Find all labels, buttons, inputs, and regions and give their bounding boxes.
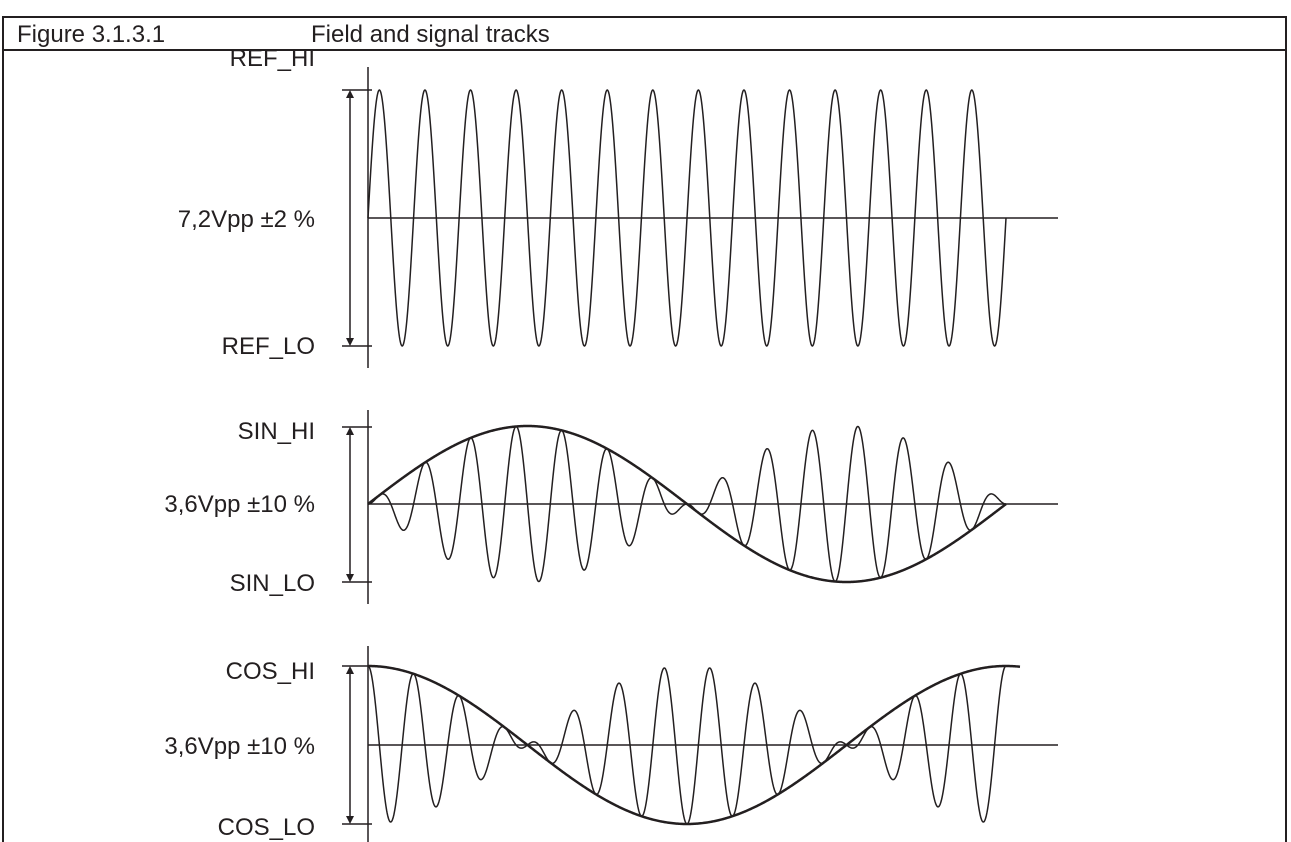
ref-track: REF_HI 7,2Vpp ±2 % REF_LO [178, 45, 1058, 368]
sin-amplitude-label: 3,6Vpp ±10 % [164, 491, 315, 518]
sin-hi-label: SIN_HI [238, 418, 315, 445]
ref-lo-label: REF_LO [222, 333, 315, 360]
sin-lo-label: SIN_LO [230, 570, 315, 597]
cos-amplitude-label: 3,6Vpp ±10 % [164, 733, 315, 760]
sin-track: SIN_HI 3,6Vpp ±10 % SIN_LO [164, 410, 1058, 604]
cos-lo-label: COS_LO [218, 814, 315, 841]
cos-hi-label: COS_HI [226, 658, 315, 685]
ref-amplitude-label: 7,2Vpp ±2 % [178, 206, 315, 233]
ref-hi-label: REF_HI [230, 45, 315, 72]
cos-track: COS_HI 3,6Vpp ±10 % COS_LO [164, 646, 1058, 842]
